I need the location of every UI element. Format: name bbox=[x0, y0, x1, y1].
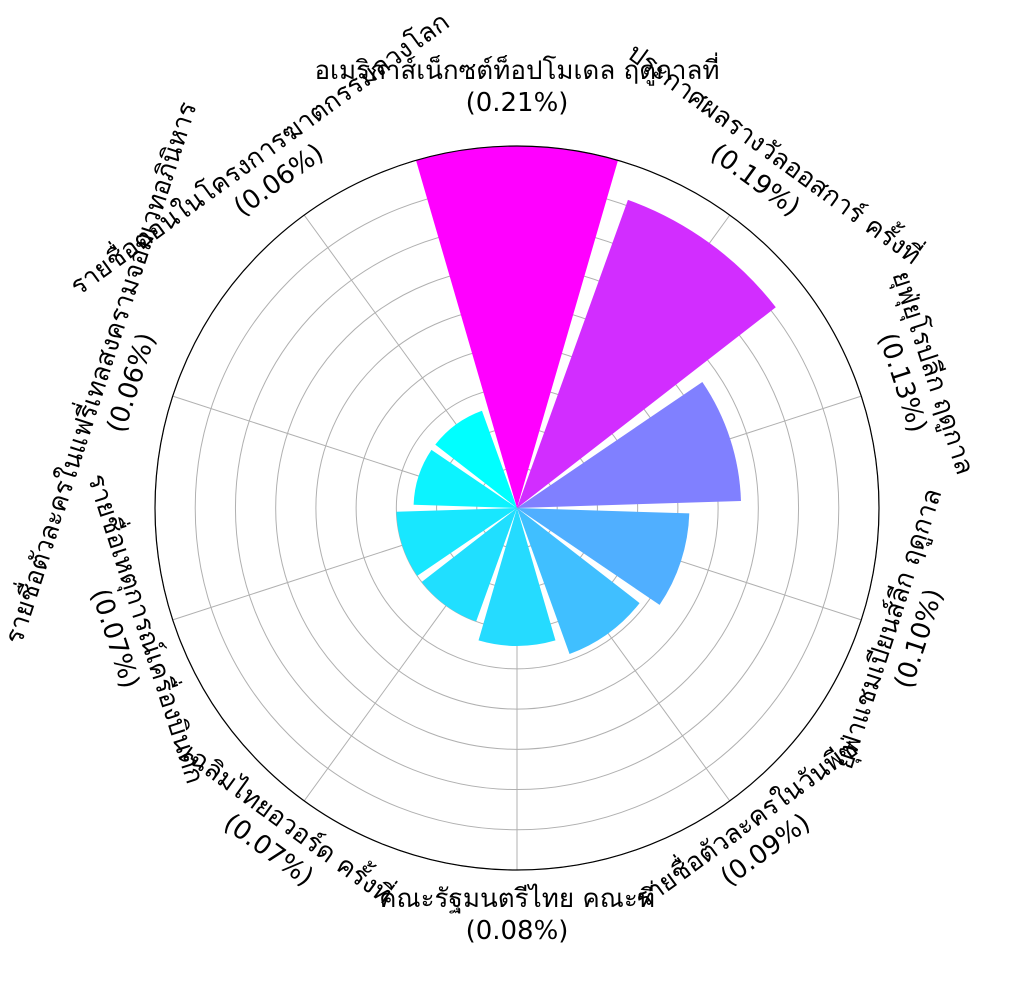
bars bbox=[396, 145, 776, 654]
bar-7 bbox=[396, 508, 517, 576]
bar-1 bbox=[517, 199, 776, 508]
bar-2 bbox=[517, 382, 741, 508]
category-name: อเมริกาส์เน็กซต์ท็อปโมเดล ฤดูกาลที่ bbox=[314, 52, 719, 86]
bar-5 bbox=[478, 508, 556, 646]
category-label-2: ยุฟุ่ยุโรปลีก ฤดูกาล(0.13%) bbox=[872, 267, 981, 478]
category-value: (0.21%) bbox=[466, 88, 569, 118]
bar-8 bbox=[413, 449, 517, 508]
category-name: รายชื่อตัวละครในแฟรี่เทลสงครามจอมเวทอภิน… bbox=[0, 97, 203, 648]
category-name: รายชื่อตอนในโครงการฆาตกรรมลวงโลก bbox=[63, 4, 456, 302]
bar-3 bbox=[517, 508, 690, 605]
category-name: คณะรัฐมนตรีไทย คณะที่ bbox=[379, 880, 655, 914]
bar-9 bbox=[435, 410, 517, 508]
outer-circle bbox=[154, 145, 880, 871]
outer-axis bbox=[154, 145, 880, 871]
category-label-5: คณะรัฐมนตรีไทย คณะที่(0.08%) bbox=[379, 880, 655, 946]
bar-4 bbox=[517, 508, 640, 654]
category-label-3: ยุฟ่าแชมเปียนส์ลีก ฤดูกาล(0.10%) bbox=[829, 485, 949, 773]
category-name: เฉลิมไทยอวอร์ด ครั้งที่ bbox=[177, 734, 401, 910]
bar-0 bbox=[416, 145, 618, 508]
category-label-7: รายชื่อเหตุการณ์เครื่องบินตก(0.07%) bbox=[81, 469, 213, 788]
category-label-0: อเมริกาส์เน็กซต์ท็อปโมเดล ฤดูกาลที่(0.21… bbox=[314, 52, 719, 118]
category-label-4: รายชื่อตัวละครในวันพีซ(0.09%) bbox=[627, 730, 863, 915]
category-value: (0.08%) bbox=[466, 916, 569, 946]
bar-6 bbox=[421, 508, 517, 622]
category-name: รายชื่อตัวละครในวันพีซ bbox=[627, 730, 863, 915]
